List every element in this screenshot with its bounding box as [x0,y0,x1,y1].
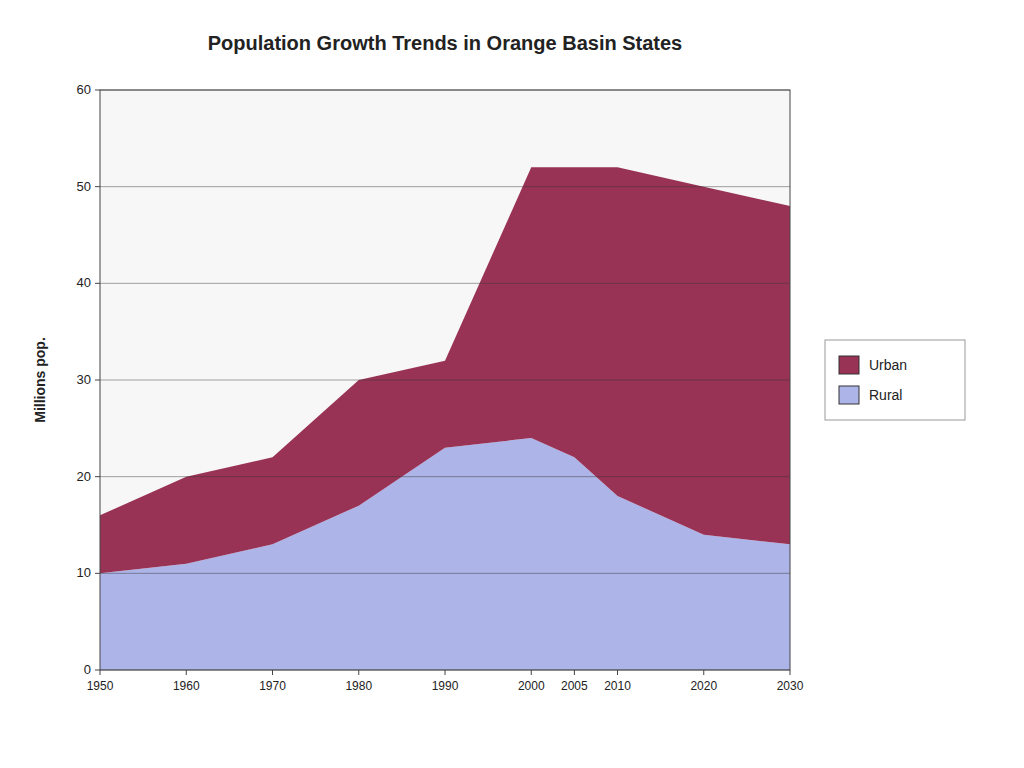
legend-label: Urban [869,357,907,373]
grid-line [100,573,790,574]
y-tick [95,90,100,91]
x-tick-label: 1980 [345,679,372,693]
grid-line [100,380,790,381]
x-tick-label: 1950 [87,679,114,693]
y-tick-label: 50 [77,179,91,194]
y-tick-label: 20 [77,469,91,484]
grid-line [100,283,790,284]
y-tick-label: 0 [84,662,91,677]
chart: Population Growth Trends in Orange Basin… [0,0,1024,768]
plot-background [100,90,790,670]
x-tick-label: 2020 [690,679,717,693]
plot-area [100,167,790,670]
y-tick-label: 10 [77,565,91,580]
y-tick [95,573,100,574]
legend-label: Rural [869,387,902,403]
x-tick [531,670,532,675]
x-tick [272,670,273,675]
x-tick-label: 1970 [259,679,286,693]
x-tick-label: 1990 [432,679,459,693]
x-tick-label: 2030 [777,679,804,693]
plot-frame [100,90,790,670]
x-tick [703,670,704,675]
y-tick [95,186,100,187]
y-tick-label: 40 [77,275,91,290]
x-tick [617,670,618,675]
legend-swatch [839,386,859,404]
x-tick [445,670,446,675]
y-tick-label: 60 [77,82,91,97]
legend-swatch [839,356,859,374]
x-tick [358,670,359,675]
grid-line [100,476,790,477]
legend: Urban Rural [825,340,965,420]
y-tick [95,283,100,284]
x-tick-label: 2000 [518,679,545,693]
x-tick [574,670,575,675]
grid-line [100,186,790,187]
y-tick-label: 30 [77,372,91,387]
legend-frame [825,340,965,420]
y-tick [95,380,100,381]
x-tick-label: 1960 [173,679,200,693]
area-urban [100,167,790,573]
y-axis-label: Millions pop. [32,337,48,423]
y-tick [95,476,100,477]
x-tick-label: 2005 [561,679,588,693]
title: Population Growth Trends in Orange Basin… [208,32,683,54]
x-tick [100,670,101,675]
y-tick [95,670,100,671]
x-tick [790,670,791,675]
x-tick [186,670,187,675]
x-tick-label: 2010 [604,679,631,693]
